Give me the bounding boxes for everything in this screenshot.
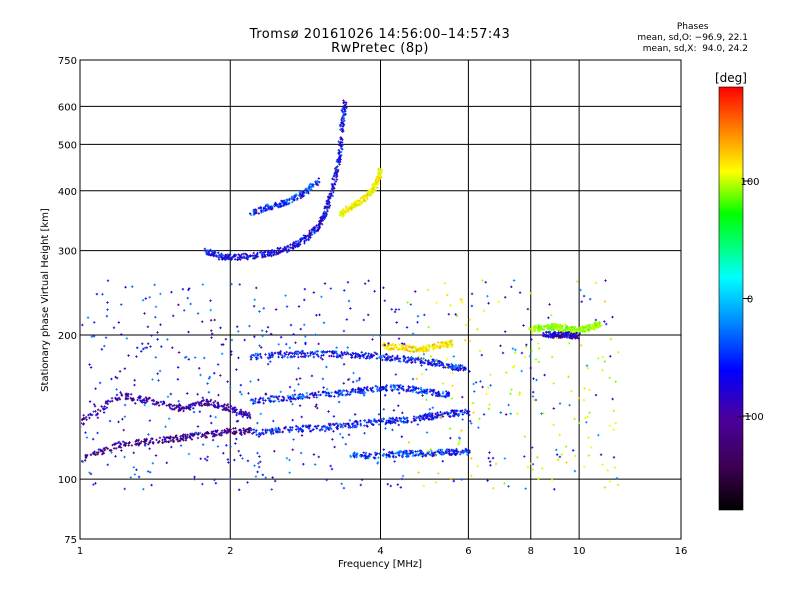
data-points [81, 99, 620, 492]
phase-stats-title: Phases [676, 22, 709, 32]
phase-stats-o: mean, sd,O: −96.9, 22.1 [637, 33, 748, 43]
phase-stats-box: Phases mean, sd,O: −96.9, 22.1 mean, sd,X:… [637, 22, 748, 55]
chart-title: Tromsø 20161026 14:56:00–14:57:43 [249, 27, 511, 42]
chart-subtitle: RwPretec (8p) [331, 41, 429, 56]
phase-stats-x: mean, sd,X: 94.0, 24.2 [642, 44, 748, 54]
